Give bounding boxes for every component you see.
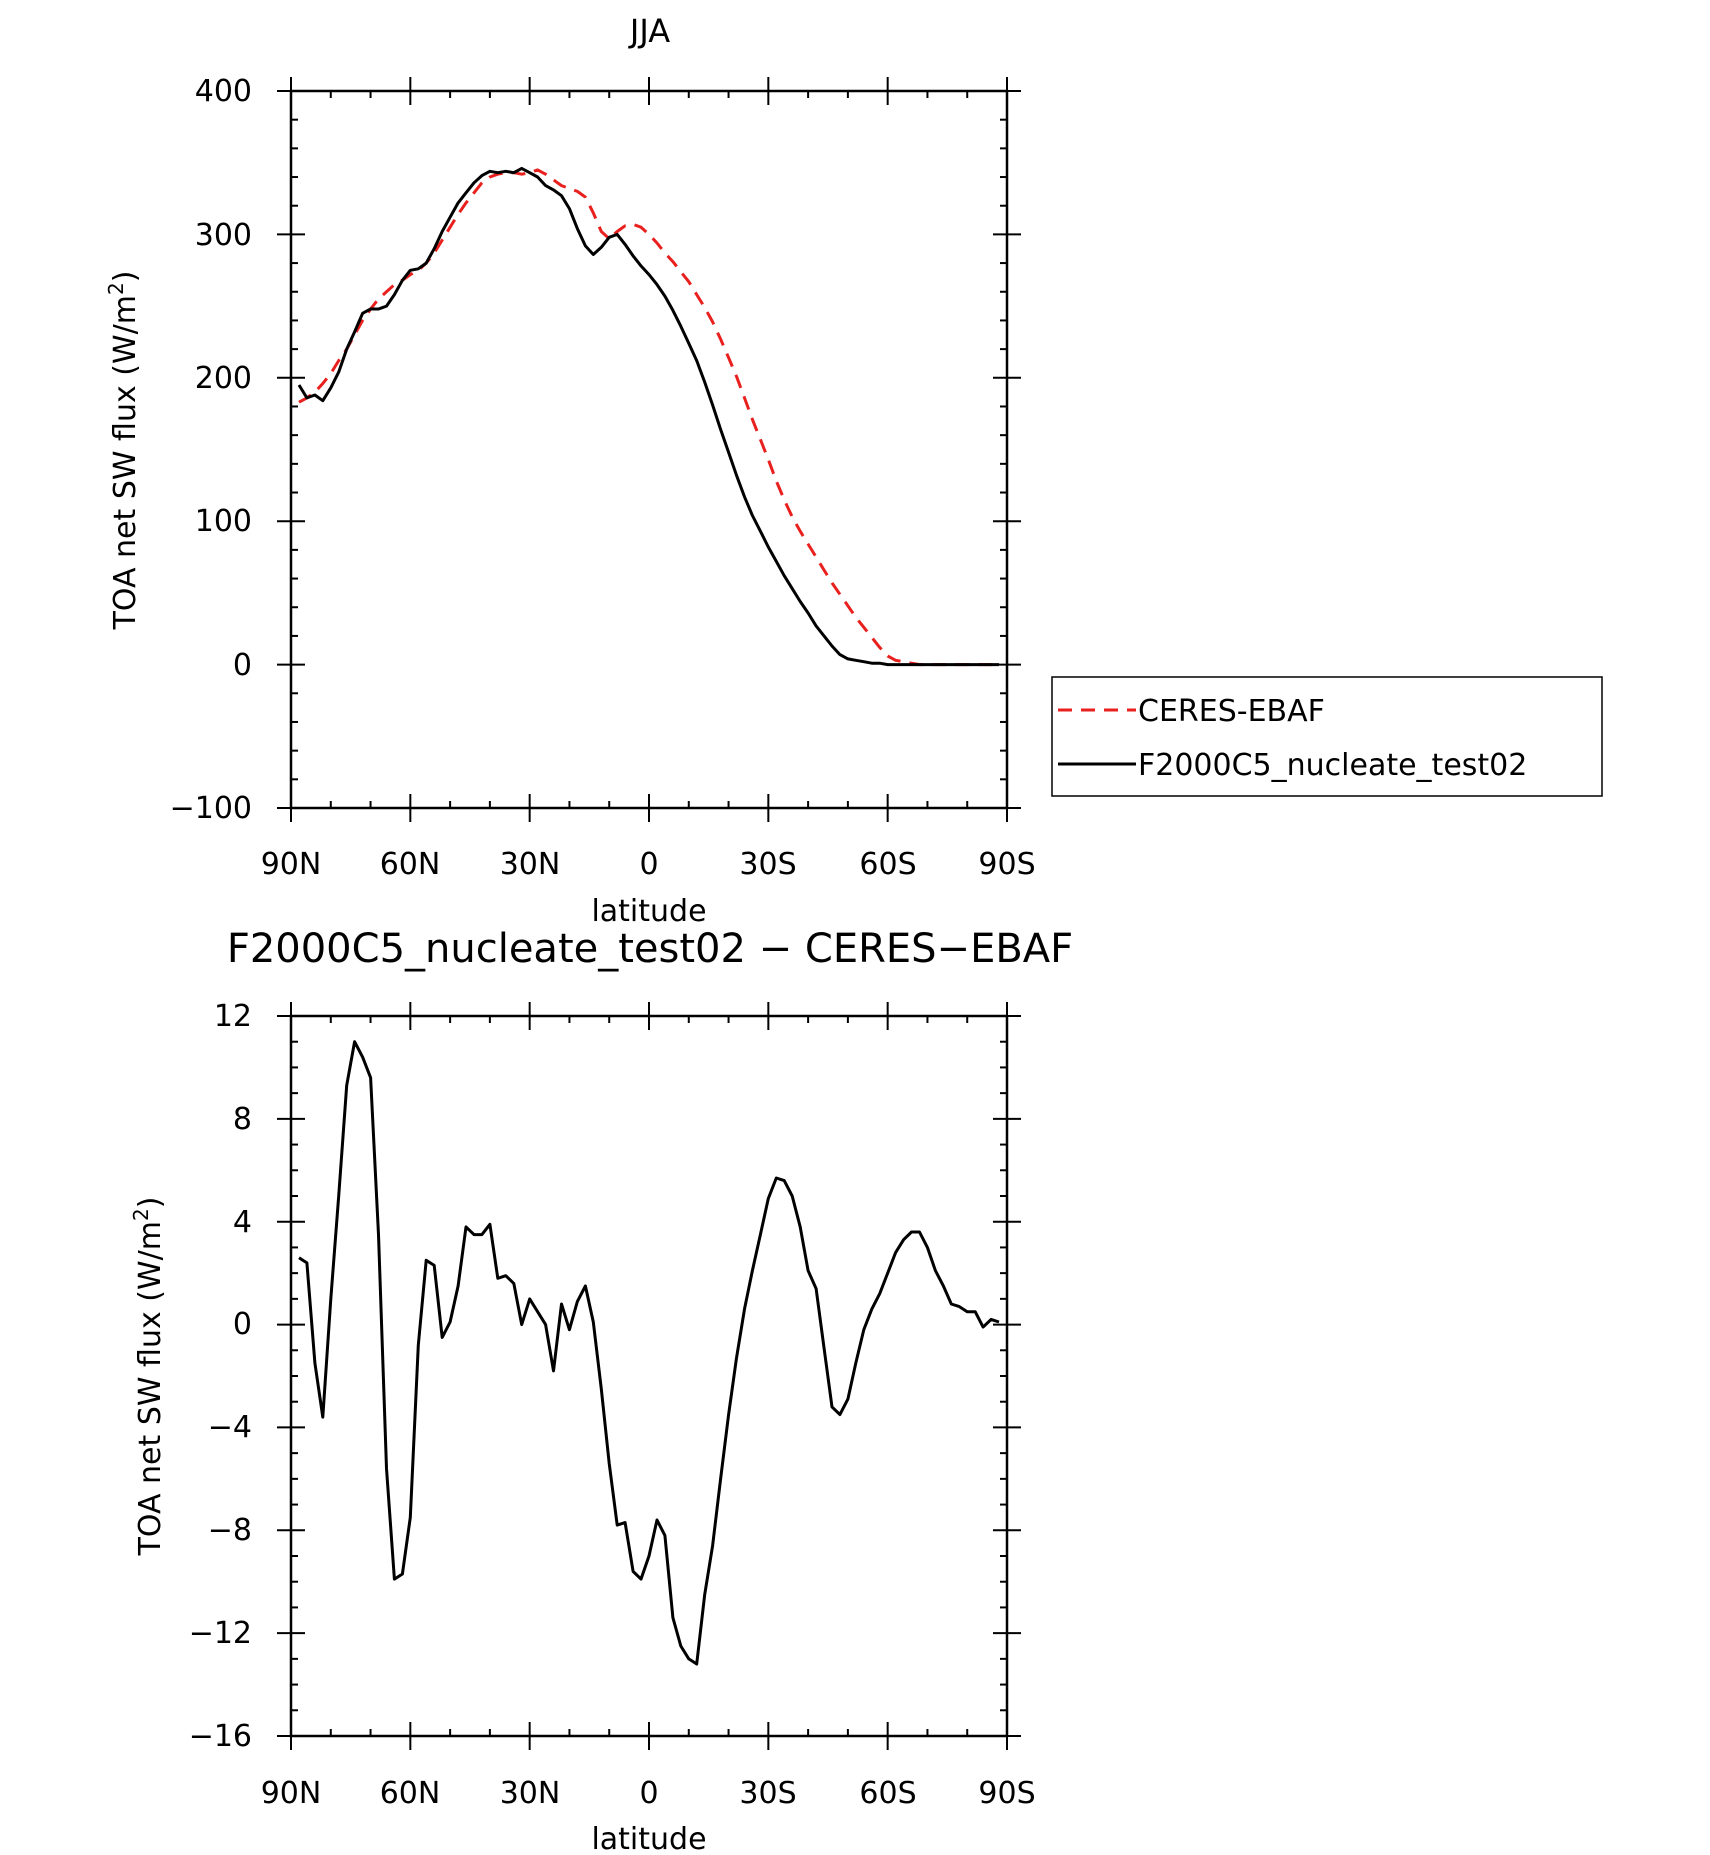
bottom-y-tick-labels: −16 −12 −8 −4 0 4 8 12 [189,999,252,1754]
top-x-tick-labels: 90N 60N 30N 0 30S 60S 90S [261,847,1036,882]
bottom-y-axis-label-sup: 2 [129,1208,153,1221]
bottom-y-axis-label-close: ) [133,1197,168,1209]
top-y-axis-label-sup: 2 [104,282,128,295]
bottom-series-lines [298,1040,1000,1666]
bottom-y-tick-label: −8 [208,1513,252,1548]
top-y-axis-label-close: ) [108,271,143,283]
bottom-x-tick-label: 90N [261,1776,322,1811]
bottom-y-tick-label: −16 [189,1719,252,1754]
top-y-tick-label: 400 [195,74,252,109]
top-y-axis-label: TOA net SW flux (W/m2) [104,271,143,631]
top-x-axis-label: latitude [591,894,706,929]
model-series-line [298,1040,1000,1666]
bottom-y-axis-label-main: TOA net SW flux (W/m [133,1221,168,1556]
bottom-panel: F2000C5_nucleate_test02 − CERES−EBAF −16… [129,926,1073,1855]
bottom-x-tick-label: 30S [739,1776,796,1811]
legend-label-model: F2000C5_nucleate_test02 [1138,748,1527,783]
top-x-tick-label: 60S [859,847,916,882]
bottom-plot-frame [289,1014,1009,1738]
bottom-axis-ticks [277,1002,1021,1750]
top-x-tick-label: 0 [639,847,658,882]
bottom-y-tick-label: 0 [233,1307,252,1342]
bottom-x-tick-label: 0 [639,1776,658,1811]
top-y-tick-label: 100 [195,504,252,539]
legend: CERES-EBAF F2000C5_nucleate_test02 [1051,676,1603,797]
top-y-tick-label: 200 [195,361,252,396]
bottom-y-tick-label: −12 [189,1616,252,1651]
bottom-y-tick-label: 8 [233,1102,252,1137]
top-x-tick-label: 90S [978,847,1035,882]
top-panel: JJA −100 0 100 200 300 400 90N 60N 30N 0… [104,12,1603,929]
top-x-tick-label: 30N [500,847,561,882]
bottom-panel-title: F2000C5_nucleate_test02 − CERES−EBAF [227,926,1073,972]
legend-label-ceres: CERES-EBAF [1138,694,1325,729]
bottom-y-tick-label: 4 [233,1205,252,1240]
bottom-x-tick-label: 30N [500,1776,561,1811]
top-series-lines [297,166,999,667]
bottom-y-tick-label: −4 [208,1410,252,1445]
top-y-axis-label-main: TOA net SW flux (W/m [108,295,143,630]
top-x-tick-label: 60N [380,847,441,882]
top-y-tick-label: 300 [195,218,252,253]
legend-box [1051,676,1603,797]
bottom-y-axis-label: TOA net SW flux (W/m2) [129,1197,168,1557]
top-plot-frame [289,89,1009,810]
top-panel-title: JJA [628,12,670,50]
bottom-x-tick-label: 60S [859,1776,916,1811]
top-axis-ticks [277,77,1021,822]
top-y-tick-labels: −100 0 100 200 300 400 [170,74,252,826]
ceres-series-line [298,168,999,667]
bottom-x-tick-labels: 90N 60N 30N 0 30S 60S 90S [261,1776,1036,1811]
top-y-tick-label: 0 [233,648,252,683]
bottom-x-tick-label: 60N [380,1776,441,1811]
bottom-y-tick-label: 12 [214,999,252,1034]
model-series-line [297,166,999,667]
top-x-tick-label: 90N [261,847,322,882]
bottom-x-tick-label: 90S [978,1776,1035,1811]
bottom-x-axis-label: latitude [591,1822,706,1855]
top-x-tick-label: 30S [739,847,796,882]
top-y-tick-label: −100 [170,791,252,826]
